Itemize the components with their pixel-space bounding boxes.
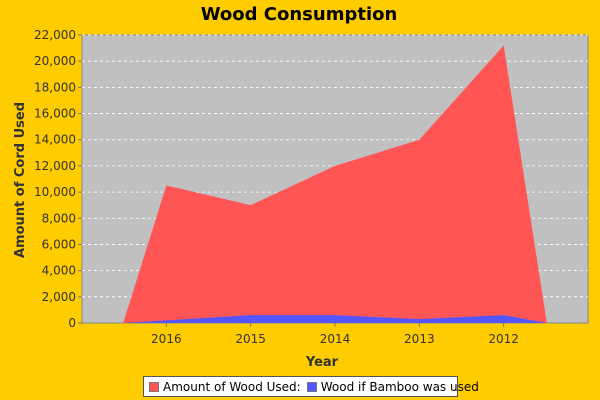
legend-label-wood-used: Amount of Wood Used: (163, 379, 301, 394)
legend-swatch-wood-used (149, 381, 159, 392)
y-axis-label: Amount of Cord Used (13, 102, 28, 258)
x-tick-label: 2016 (151, 332, 182, 346)
y-tick-label: 4,000 (42, 264, 76, 278)
y-tick-label: 2,000 (42, 290, 76, 304)
legend: Amount of Wood Used: Wood if Bamboo was … (143, 376, 479, 397)
x-tick-label: 2013 (404, 332, 435, 346)
x-axis-ticks: 2016 2015 2014 2013 2012 (151, 323, 519, 346)
y-tick-label: 8,000 (42, 211, 76, 225)
x-tick-label: 2015 (235, 332, 266, 346)
y-tick-label: 20,000 (34, 54, 76, 68)
legend-label-bamboo: Wood if Bamboo was used (320, 379, 479, 394)
y-tick-label: 12,000 (34, 159, 76, 173)
y-tick-label: 0 (68, 316, 76, 330)
y-tick-label: 18,000 (34, 80, 76, 94)
chart-title: Wood Consumption (201, 4, 398, 25)
legend-item-bamboo: Wood if Bamboo was used (306, 379, 479, 394)
area-series-2 (123, 315, 547, 323)
x-tick-label: 2014 (320, 332, 351, 346)
series-areas (123, 45, 547, 324)
legend-item-wood-used: Amount of Wood Used: (149, 380, 301, 394)
y-tick-label: 16,000 (34, 107, 76, 121)
x-tick-label: 2012 (488, 332, 519, 346)
legend-swatch-bamboo (306, 381, 317, 392)
y-tick-label: 22,000 (34, 28, 76, 42)
y-axis-ticks: 0 2,000 4,000 6,000 8,000 10,000 12,000 14,000 1… (34, 28, 82, 330)
y-tick-label: 10,000 (34, 185, 76, 199)
x-axis-label: Year (305, 355, 339, 370)
y-tick-label: 6,000 (42, 237, 76, 251)
area-series-1 (123, 45, 547, 324)
y-tick-label: 14,000 (34, 133, 76, 147)
